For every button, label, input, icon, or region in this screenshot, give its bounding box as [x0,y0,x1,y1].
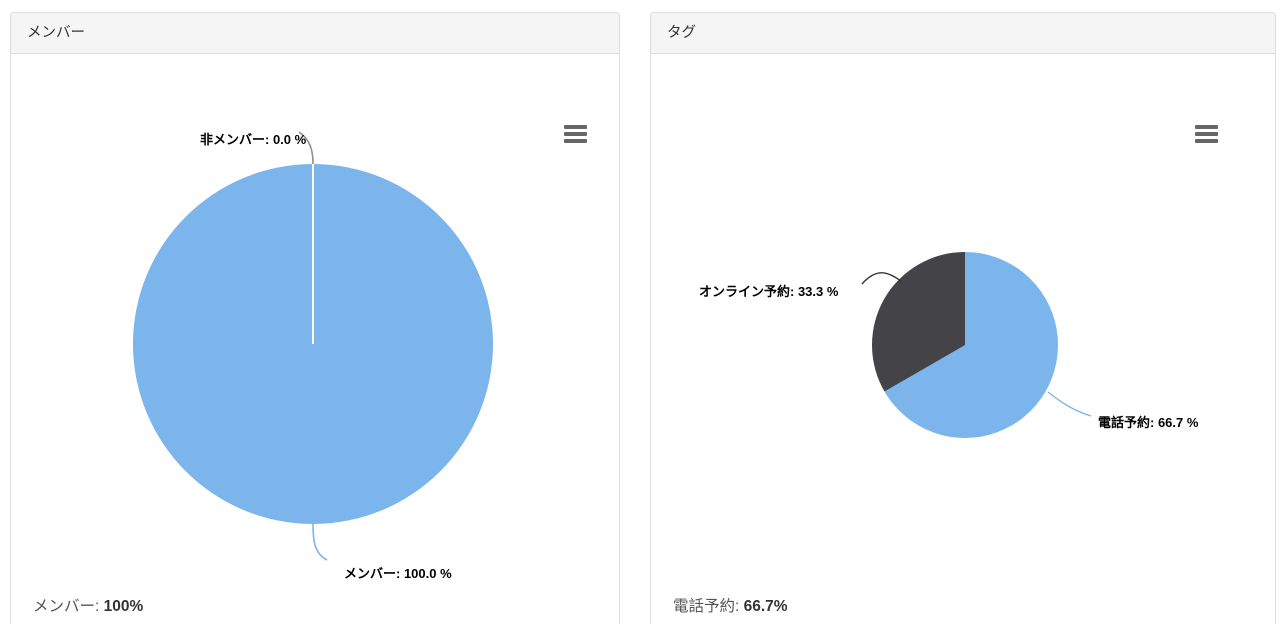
chart-context-menu-button-member[interactable] [561,120,589,148]
pie-data-label-online-reservation: オンライン予約: 33.3 % [699,284,839,299]
panel-title-member: メンバー [27,24,85,41]
panel-header-tag: タグ [651,13,1275,54]
pie-chart-tag-svg [861,251,1092,438]
panel-tag: タグ オンライン予約: 33.3 % [650,12,1276,624]
legend-item-value: 66.7% [743,598,788,615]
pie-connector-online-reservation [861,272,902,285]
pie-connector-non-member [298,131,314,165]
panel-body-tag: オンライン予約: 33.3 % 電話予約: 66.7 % 電話予約: 66.7%… [651,54,1275,624]
pie-data-label-member: メンバー: 100.0 % [344,566,452,581]
hamburger-icon-bar [1194,125,1218,129]
legend-item-label: 電話予約: [673,598,740,615]
pie-chart-tag: オンライン予約: 33.3 % 電話予約: 66.7 % [651,54,1275,624]
pie-chart-member-svg [133,131,493,561]
pie-connector-phone-reservation [1047,391,1092,417]
chart-context-menu-button-tag[interactable] [1192,120,1220,148]
panel-member: メンバー 非メンバー: 0.0 % [10,12,620,624]
hamburger-icon-bar [563,125,587,129]
pie-data-label-phone-reservation: 電話予約: 66.7 % [1098,415,1199,430]
pie-data-label-non-member: 非メンバー: 0.0 % [200,132,307,147]
legend-tag: 電話予約: 66.7% オンライン予約: 33.3% [673,599,834,624]
hamburger-icon-bar [1194,139,1218,143]
panel-body-member: 非メンバー: 0.0 % メンバー: 100.0 % メンバー: 100% 非メ… [11,54,619,624]
panel-header-member: メンバー [11,13,619,54]
pie-chart-member: 非メンバー: 0.0 % メンバー: 100.0 % [11,54,619,624]
panel-title-tag: タグ [667,24,696,41]
legend-item-label: メンバー: [33,598,100,615]
hamburger-icon-bar [1194,132,1218,136]
pie-slice-phone-reservation[interactable] [884,251,1059,438]
pie-connector-member [312,523,328,561]
hamburger-icon-bar [563,132,587,136]
legend-member: メンバー: 100% 非メンバー: 0% [33,599,143,624]
hamburger-icon-bar [563,139,587,143]
legend-item-member: メンバー: 100% [33,599,143,615]
legend-item-phone-reservation: 電話予約: 66.7% [673,599,834,615]
legend-item-value: 100% [103,598,144,615]
pie-slice-online-reservation[interactable] [872,252,965,392]
